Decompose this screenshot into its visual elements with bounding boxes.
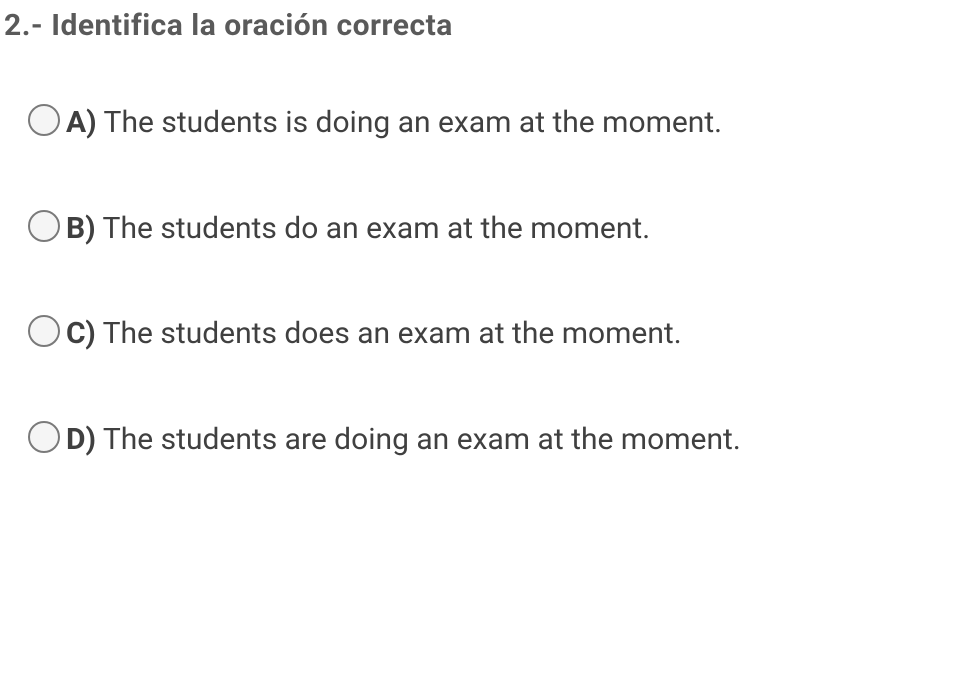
option-text-b: B) The students do an exam at the moment… — [66, 207, 658, 251]
option-row-b[interactable]: B) The students do an exam at the moment… — [28, 207, 972, 251]
option-body-a: The students is doing an exam at the mom… — [97, 105, 722, 140]
option-text-d: D) The students are doing an exam at the… — [66, 418, 749, 462]
option-letter-b: B) — [66, 211, 96, 246]
option-text-c: C) The students does an exam at the mome… — [66, 312, 690, 356]
question-title: 2.- Identifica la oración correcta — [4, 8, 972, 43]
radio-d[interactable] — [28, 421, 60, 453]
option-row-a[interactable]: A) The students is doing an exam at the … — [28, 101, 972, 145]
option-body-d: The students are doing an exam at the mo… — [96, 422, 741, 457]
option-row-c[interactable]: C) The students does an exam at the mome… — [28, 312, 972, 356]
option-row-d[interactable]: D) The students are doing an exam at the… — [28, 418, 972, 462]
option-body-c: The students does an exam at the moment. — [96, 316, 682, 351]
option-letter-c: C) — [66, 316, 96, 351]
option-body-b: The students do an exam at the moment. — [96, 211, 650, 246]
option-letter-d: D) — [66, 422, 96, 457]
radio-c[interactable] — [28, 315, 60, 347]
radio-a[interactable] — [28, 104, 60, 136]
option-letter-a: A) — [66, 105, 97, 140]
option-text-a: A) The students is doing an exam at the … — [66, 101, 730, 145]
radio-b[interactable] — [28, 210, 60, 242]
options-container: A) The students is doing an exam at the … — [4, 101, 972, 461]
